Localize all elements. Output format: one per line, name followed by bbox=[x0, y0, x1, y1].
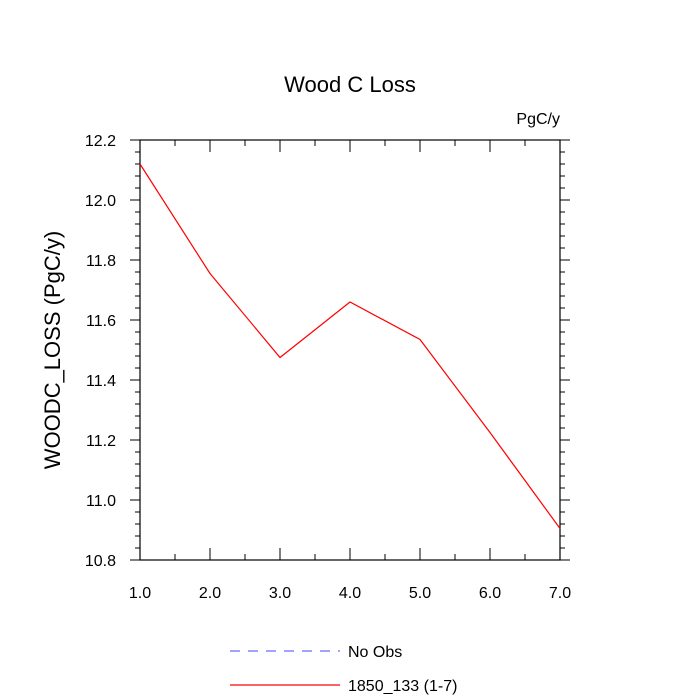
x-tick-label: 7.0 bbox=[549, 585, 571, 602]
series-line bbox=[139, 163, 561, 529]
y-tick-label: 12.0 bbox=[85, 193, 116, 210]
chart-title: Wood C Loss bbox=[284, 72, 416, 97]
y-tick-label: 11.6 bbox=[86, 313, 116, 330]
legend: No Obs 1850_133 (1-7) bbox=[230, 644, 457, 695]
series-layer bbox=[139, 163, 561, 529]
y-tick-label: 12.2 bbox=[85, 133, 116, 150]
x-tick-label: 3.0 bbox=[269, 585, 291, 602]
y-tick-label: 11.4 bbox=[86, 373, 116, 390]
y-tick-label: 11.2 bbox=[86, 433, 116, 450]
axis-ticks bbox=[130, 139, 570, 561]
x-tick-label: 6.0 bbox=[479, 585, 501, 602]
x-tick-label: 5.0 bbox=[409, 585, 431, 602]
y-tick-label: 11.0 bbox=[86, 493, 116, 510]
x-tick-label: 4.0 bbox=[339, 585, 361, 602]
plot-frame bbox=[139, 139, 561, 561]
x-tick-label: 1.0 bbox=[129, 585, 151, 602]
x-tick-label: 2.0 bbox=[199, 585, 221, 602]
legend-label: No Obs bbox=[348, 644, 402, 661]
legend-label: 1850_133 (1-7) bbox=[348, 678, 457, 695]
y-axis-label: WOODC_LOSS (PgC/y) bbox=[40, 231, 65, 469]
units-label: PgC/y bbox=[516, 111, 560, 128]
y-tick-label: 10.8 bbox=[85, 553, 116, 570]
y-tick-label: 11.8 bbox=[86, 253, 116, 270]
tick-labels: 1.0 2.0 3.0 4.0 5.0 6.0 7.0 10.8 11.0 11.2 11.4 11.… bbox=[85, 133, 571, 602]
